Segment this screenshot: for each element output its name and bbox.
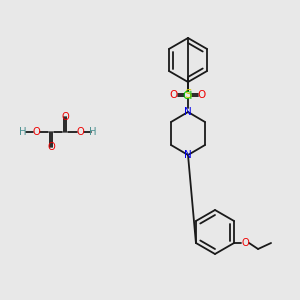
Text: O: O (32, 127, 40, 137)
Text: Cl: Cl (183, 91, 193, 101)
Text: O: O (170, 90, 178, 100)
Text: N: N (184, 107, 192, 117)
Text: H: H (19, 127, 27, 137)
Text: S: S (184, 88, 192, 101)
Text: O: O (198, 90, 206, 100)
Text: N: N (184, 150, 192, 160)
Text: O: O (76, 127, 84, 137)
Text: H: H (89, 127, 97, 137)
Text: O: O (241, 238, 249, 248)
Text: O: O (61, 112, 69, 122)
Text: O: O (47, 142, 55, 152)
